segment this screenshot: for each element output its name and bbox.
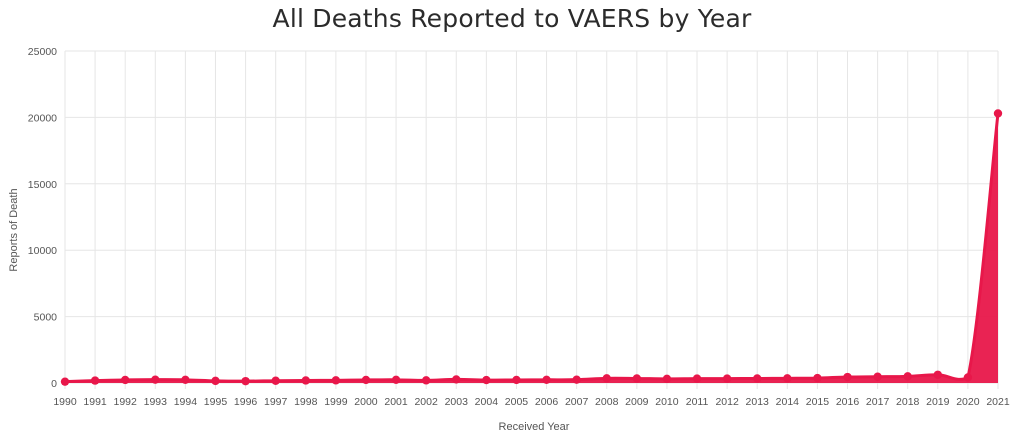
grid [64, 50, 999, 389]
data-point-1993[interactable] [151, 375, 160, 384]
x-tick-label: 1994 [174, 396, 198, 408]
data-point-1995[interactable] [211, 376, 220, 386]
data-point-2005[interactable] [512, 375, 521, 385]
data-point-1997[interactable] [271, 376, 280, 385]
data-point-2019[interactable] [933, 370, 943, 379]
x-tick-label: 1998 [294, 396, 318, 408]
data-point-1996[interactable] [241, 376, 250, 386]
x-tick-label: 2012 [715, 396, 739, 408]
data-point-1994[interactable] [181, 375, 190, 385]
x-tick-label: 2016 [836, 396, 860, 408]
data-point-2008[interactable] [602, 374, 611, 383]
x-tick-label: 2002 [414, 396, 438, 408]
data-point-2010[interactable] [662, 374, 672, 384]
data-point-2012[interactable] [722, 374, 732, 383]
x-tick-label: 2003 [445, 396, 469, 408]
data-point-2015[interactable] [813, 373, 822, 383]
x-tick-label: 2000 [354, 396, 378, 408]
y-tick-label: 0 [51, 378, 57, 390]
data-point-2006[interactable] [542, 375, 551, 385]
data-point-1999[interactable] [331, 376, 341, 385]
data-point-1991[interactable] [90, 376, 100, 385]
data-point-1998[interactable] [301, 376, 310, 385]
x-tick-label: 2017 [866, 396, 890, 408]
x-tick-label: 2015 [806, 396, 830, 408]
x-tick-label: 1999 [324, 396, 348, 408]
y-tick-label: 5000 [34, 312, 58, 324]
data-point-2009[interactable] [632, 374, 642, 383]
chart-title: All Deaths Reported to VAERS by Year [272, 4, 752, 33]
series-layer [60, 109, 1003, 386]
x-tick-label: 1990 [53, 396, 77, 408]
x-tick-label: 2009 [625, 396, 649, 408]
x-tick-label: 1995 [204, 396, 228, 408]
x-tick-label: 2010 [655, 396, 679, 408]
x-tick-label: 2020 [956, 396, 980, 408]
data-point-2003[interactable] [452, 375, 461, 384]
y-tick-label: 20000 [28, 112, 57, 124]
x-tick-label: 1997 [264, 396, 288, 408]
series-line [64, 113, 1000, 384]
x-tick-label: 2004 [475, 396, 499, 408]
x-tick-label: 2011 [686, 396, 709, 408]
data-point-2014[interactable] [783, 374, 792, 383]
x-tick-label: 2019 [926, 396, 950, 408]
y-axis-label: Reports of Death [8, 188, 20, 271]
data-point-2007[interactable] [572, 375, 581, 384]
y-tick-label: 10000 [28, 245, 57, 257]
y-tick-label: 15000 [28, 179, 57, 191]
data-point-2018[interactable] [903, 372, 912, 381]
x-tick-label: 2007 [565, 396, 589, 408]
data-point-2002[interactable] [421, 376, 431, 385]
y-tick-label: 25000 [28, 46, 57, 58]
x-axis-label: Received Year [499, 421, 570, 433]
data-point-2016[interactable] [843, 372, 852, 382]
x-tick-label: 2018 [896, 396, 920, 408]
x-tick-label: 2005 [505, 396, 529, 408]
data-point-2000[interactable] [361, 375, 371, 385]
data-point-2017[interactable] [873, 372, 882, 381]
x-tick-label: 1992 [114, 396, 138, 408]
data-point-2013[interactable] [753, 374, 762, 383]
x-tick-label: 1991 [83, 396, 107, 408]
x-tick-label: 2001 [384, 396, 408, 408]
x-tick-label: 1993 [144, 396, 168, 408]
x-tick-label: 1996 [234, 396, 258, 408]
data-point-1990[interactable] [60, 377, 70, 386]
data-point-2004[interactable] [482, 375, 491, 385]
y-axis-ticks: 0 5000 10000 15000 20000 25000 [28, 46, 57, 390]
data-point-1992[interactable] [120, 375, 130, 385]
x-tick-label: 2014 [776, 396, 800, 408]
data-point-2001[interactable] [391, 375, 401, 385]
x-axis-ticks: 1990 1991 1992 1993 1994 1995 1996 1997 1998 1999… [53, 396, 1010, 408]
x-tick-label: 2013 [746, 396, 770, 408]
x-tick-label: 2006 [535, 396, 559, 408]
series-area [65, 113, 998, 383]
x-tick-label: 2021 [986, 396, 1010, 408]
data-point-2011[interactable] [692, 374, 702, 383]
data-point-2021[interactable] [993, 109, 1003, 118]
x-tick-label: 2008 [595, 396, 619, 408]
data-point-2020[interactable] [963, 373, 973, 382]
